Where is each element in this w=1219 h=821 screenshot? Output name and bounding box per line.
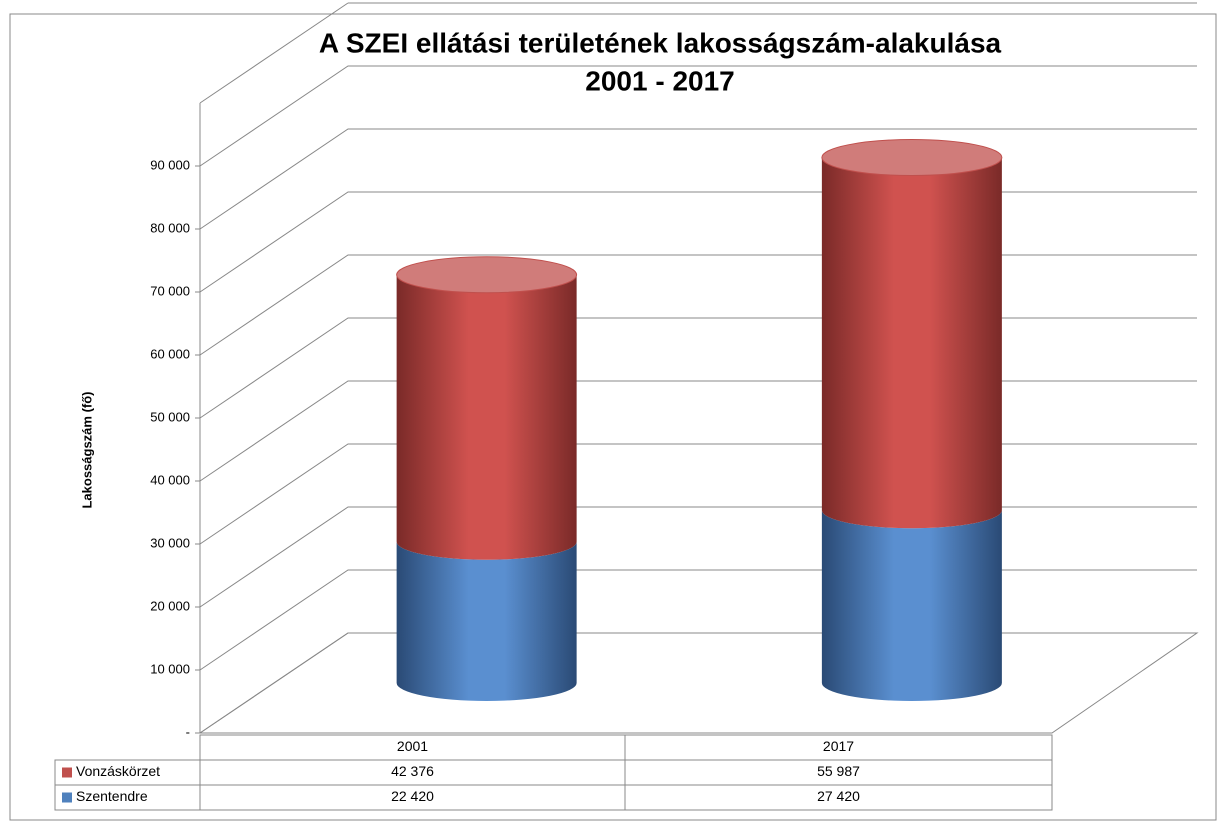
y-tick-label: 40 000 — [150, 472, 190, 487]
table-value: 42 376 — [391, 763, 434, 779]
cylinder-segment — [396, 274, 577, 560]
table-header: 2017 — [823, 738, 854, 754]
y-tick-label: - — [186, 724, 190, 739]
cylinder-top — [821, 139, 1003, 177]
wall-edge — [199, 2, 349, 104]
cylinder-top — [396, 256, 578, 294]
y-tick-label: 20 000 — [150, 598, 190, 613]
cylinder-segment — [821, 157, 1002, 529]
table-value: 55 987 — [817, 763, 860, 779]
cylinder-segment — [821, 510, 1002, 702]
table-value: 22 420 — [391, 788, 434, 804]
cylinder-segment — [396, 541, 577, 702]
legend-swatch — [62, 792, 72, 803]
y-tick-label: 60 000 — [150, 346, 190, 361]
table-header: 2001 — [397, 738, 428, 754]
grid-line — [199, 65, 1197, 167]
y-tick-label: 50 000 — [150, 409, 190, 424]
legend-label: Vonzáskörzet — [76, 763, 160, 779]
y-tick-label: 30 000 — [150, 535, 190, 550]
y-tick-label: 70 000 — [150, 283, 190, 298]
chart-title: 2001 - 2017 — [585, 65, 734, 96]
y-axis-label: Lakosságszám (fő) — [79, 391, 94, 508]
y-tick-label: 80 000 — [150, 220, 190, 235]
legend-swatch — [62, 767, 72, 778]
grid-line — [199, 128, 1197, 230]
chart-frame — [9, 13, 1217, 821]
legend-label: Szentendre — [76, 788, 148, 804]
table-value: 27 420 — [817, 788, 860, 804]
y-tick-label: 10 000 — [150, 661, 190, 676]
y-tick-label: 90 000 — [150, 157, 190, 172]
chart-title: A SZEI ellátási területének lakosságszám… — [319, 27, 1002, 58]
